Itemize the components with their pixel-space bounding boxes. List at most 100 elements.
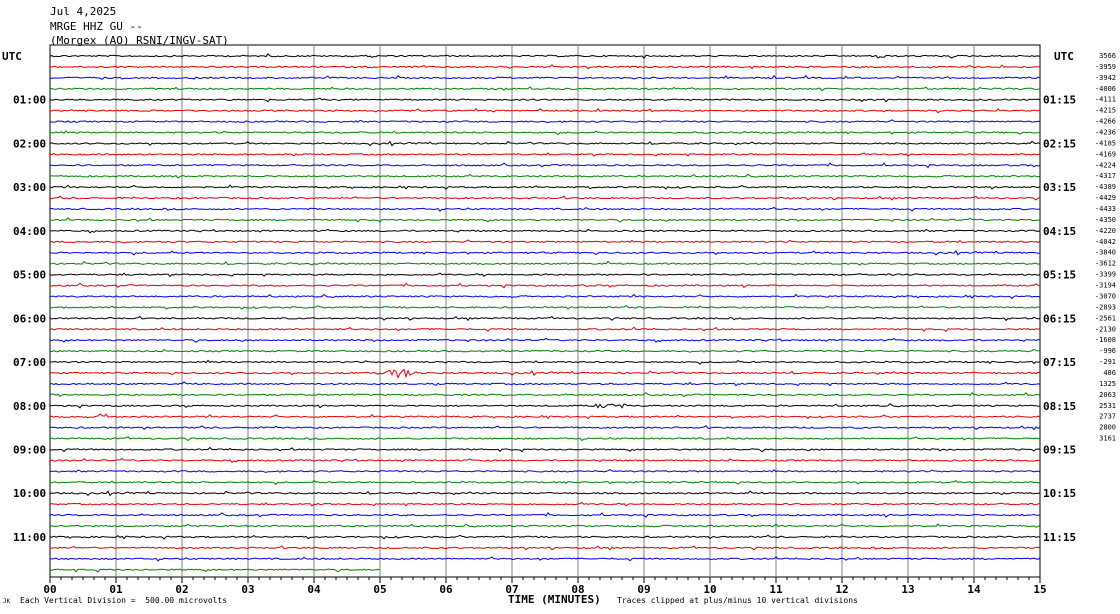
trace-offset-label: -4433	[1095, 205, 1116, 213]
trace-line	[49, 272, 1041, 278]
trace-line	[49, 152, 1041, 157]
trace-line	[49, 282, 1041, 289]
x-tick-label: 05	[373, 583, 386, 596]
trace-line	[49, 326, 1041, 333]
header-station: MRGE HHZ GU --	[50, 20, 143, 33]
trace-offset-label: -4350	[1095, 216, 1116, 224]
hour-label-right: 11:15	[1043, 531, 1076, 544]
trace-line	[49, 479, 1041, 486]
vertical-division-note: Each Vertical Division = 500.00 microvol…	[20, 596, 228, 605]
hour-label-right: 08:15	[1043, 400, 1076, 413]
minute-gridlines	[49, 44, 1041, 578]
x-tick-label: 08	[571, 583, 584, 596]
footer-mark: JK	[3, 598, 11, 605]
trace-line	[49, 348, 1040, 353]
trace-offset-label: 2800	[1099, 424, 1116, 432]
hour-label-right: 03:15	[1043, 181, 1076, 194]
hour-label-right: 07:15	[1043, 356, 1076, 369]
trace-line	[50, 162, 1041, 169]
trace-offset-label: -3942	[1095, 74, 1116, 82]
trace-line	[49, 381, 1041, 387]
trace-line	[49, 86, 1041, 92]
trace-offset-label: -4389	[1095, 183, 1116, 191]
trace-line	[49, 523, 1041, 528]
trace-line	[49, 74, 1041, 80]
trace-offset-label: -3612	[1095, 260, 1116, 268]
trace-line	[49, 239, 1041, 244]
trace-lines	[49, 53, 1041, 573]
trace-offset-label: -3840	[1095, 249, 1116, 257]
trace-offset-label: -4111	[1095, 96, 1116, 104]
trace-line	[49, 568, 381, 573]
hour-label-left: 01:00	[13, 94, 46, 107]
trace-line	[50, 359, 1041, 365]
trace-offset-label: -4006	[1095, 85, 1116, 93]
hour-label-right: 01:15	[1043, 94, 1076, 107]
trace-line	[49, 556, 1041, 562]
trace-offset-label: -2561	[1095, 314, 1116, 322]
plot-frame	[49, 44, 1041, 578]
hour-labels: 01:00 01:15 02:00 02:15 03:00 03:15 04:00 04:15…	[13, 94, 1076, 544]
trace-line	[49, 337, 1041, 343]
header-network: (Morgex (AO) RSNI/INGV-SAT)	[50, 34, 229, 47]
clip-note: Traces clipped at plus/minus 10 vertical…	[617, 596, 858, 605]
time-axis-title: TIME (MINUTES)	[508, 593, 601, 606]
hour-label-right: 02:15	[1043, 137, 1076, 150]
trace-line	[49, 368, 1041, 379]
trace-line	[49, 490, 1041, 497]
trace-offset-label: 2063	[1099, 391, 1116, 399]
hour-label-left: 04:00	[13, 225, 46, 238]
x-tick-label: 02	[175, 583, 188, 596]
x-tick-label: 14	[967, 583, 981, 596]
trace-line	[49, 293, 1041, 300]
trace-line	[49, 545, 1041, 551]
trace-line	[49, 53, 1041, 59]
utc-label-right: UTC	[1054, 50, 1074, 63]
trace-line	[49, 413, 1041, 420]
hour-label-left: 07:00	[13, 356, 46, 369]
trace-offset-label: -4215	[1095, 107, 1116, 115]
trace-line	[49, 107, 1041, 114]
trace-offset-label: -4220	[1095, 227, 1116, 235]
hour-label-right: 05:15	[1043, 269, 1076, 282]
trace-line	[49, 457, 1041, 464]
trace-offset-label: 2531	[1099, 402, 1116, 410]
trace-line	[49, 534, 1041, 540]
x-tick-label: 09	[637, 583, 650, 596]
utc-label-left: UTC	[2, 50, 22, 63]
x-tick-label: 07	[505, 583, 518, 596]
x-tick-label: 11	[769, 583, 783, 596]
trace-offset-label: 3566	[1099, 52, 1116, 60]
trace-line	[49, 260, 1041, 266]
trace-offset-label: -4169	[1095, 150, 1116, 158]
trace-line	[49, 119, 1041, 124]
trace-offset-label: 1325	[1099, 380, 1116, 388]
trace-offset-labels: 3566 -3959 -3942 -4006 -4111 -4215 -4266 -4236 -…	[1095, 52, 1116, 443]
trace-line	[49, 304, 1041, 310]
hour-label-left: 11:00	[13, 531, 46, 544]
trace-offset-label: -291	[1099, 358, 1116, 366]
hour-label-right: 06:15	[1043, 312, 1076, 325]
x-tick-label: 10	[703, 583, 716, 596]
hour-label-left: 02:00	[13, 137, 46, 150]
trace-offset-label: -996	[1099, 347, 1116, 355]
trace-line	[49, 249, 1040, 256]
trace-line	[49, 391, 1041, 398]
trace-line	[49, 469, 1041, 473]
header-date: Jul 4,2025	[50, 5, 117, 18]
trace-offset-label: -3399	[1095, 271, 1116, 279]
trace-line	[49, 195, 1041, 201]
trace-offset-label: -3959	[1095, 63, 1116, 71]
trace-line	[49, 206, 1041, 212]
trace-offset-label: 3161	[1099, 435, 1116, 443]
x-tick-label: 00	[43, 583, 56, 596]
x-tick-label: 04	[307, 583, 321, 596]
hour-label-left: 03:00	[13, 181, 46, 194]
trace-offset-label: -1608	[1095, 336, 1116, 344]
trace-offset-label: -2893	[1095, 303, 1116, 311]
trace-offset-label: -4429	[1095, 194, 1116, 202]
trace-line	[49, 436, 1041, 442]
trace-offset-label: -4266	[1095, 118, 1116, 126]
time-axis: 00 01 02 03 04 05 06 07 08 09 10 11 12 13 14 15	[43, 577, 1047, 596]
